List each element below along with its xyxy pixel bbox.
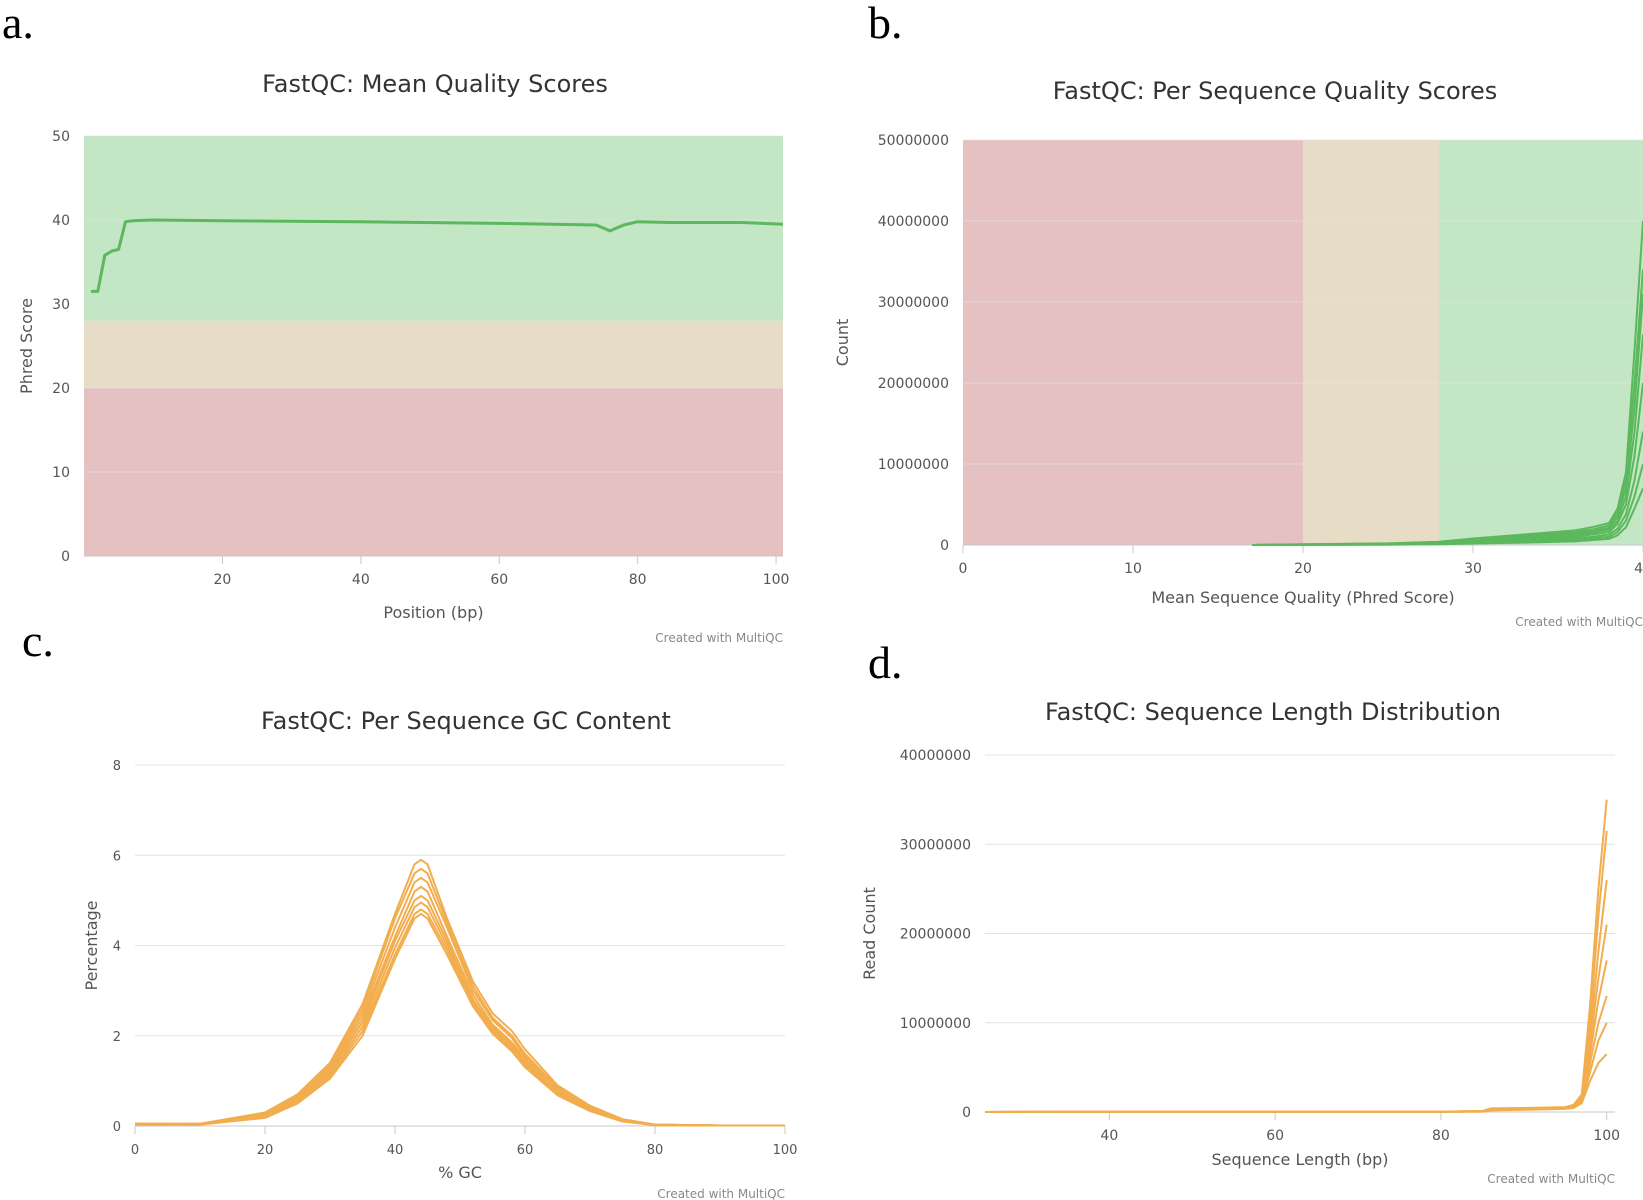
series-line-s1	[135, 858, 785, 1127]
y-tick-label: 30	[52, 297, 70, 313]
x-axis-label: Sequence Length (bp)	[1211, 1150, 1388, 1169]
series-line-s6	[135, 901, 785, 1127]
band-warn	[84, 320, 783, 388]
x-axis-label: % GC	[438, 1163, 482, 1182]
multiqc-credit: Created with MultiQC	[655, 631, 783, 645]
x-tick-label: 10	[1124, 561, 1142, 577]
multiqc-credit: Created with MultiQC	[657, 1187, 785, 1200]
series-line-s5	[135, 894, 785, 1127]
band-pass	[84, 136, 783, 321]
y-tick-label: 40	[52, 213, 70, 229]
series-line-s7	[134, 908, 785, 1127]
y-tick-label: 0	[113, 1120, 121, 1135]
panel-letter: c.	[22, 615, 54, 666]
y-tick-label: 10	[52, 465, 70, 481]
x-tick-label: 80	[629, 572, 647, 588]
chart-panel-b: b. FastQC: Per Sequence Quality Scores 0 10…	[833, 0, 1643, 629]
x-tick-label: 20	[257, 1143, 274, 1158]
series-line-s2	[984, 830, 1608, 1113]
y-tick-label: 6	[113, 849, 121, 864]
multiqc-credit: Created with MultiQC	[1487, 1172, 1615, 1186]
panel-letter: b.	[868, 0, 903, 48]
y-tick-label: 20000000	[900, 927, 971, 943]
y-axis-label: Percentage	[82, 900, 101, 990]
x-tick-label: 60	[490, 572, 508, 588]
chart-panel-a: a. FastQC: Mean Quality Scores 0 10 20 30 40 50…	[2, 0, 789, 645]
y-tick-label: 40000000	[900, 748, 971, 764]
series-line-s3	[135, 876, 785, 1127]
x-tick-label: 100	[1593, 1128, 1620, 1144]
chart-panel-d: d. FastQC: Sequence Length Distribution 0 1…	[860, 637, 1620, 1186]
band-fail	[963, 140, 1303, 545]
band-warn	[1303, 140, 1439, 545]
x-tick-label: 100	[763, 572, 790, 588]
series-line-s6	[984, 995, 1608, 1113]
y-axis-label: Count	[833, 319, 852, 367]
x-tick-label: 80	[1432, 1128, 1450, 1144]
x-tick-label: 20	[214, 572, 232, 588]
series-line-s5	[984, 960, 1608, 1113]
y-tick-label: 40000000	[878, 214, 949, 230]
series-line-s2	[135, 867, 785, 1127]
y-tick-label: 20000000	[878, 376, 949, 392]
chart-title: FastQC: Per Sequence GC Content	[261, 707, 671, 735]
y-tick-label: 0	[962, 1105, 971, 1121]
series-line-s1	[984, 799, 1608, 1113]
y-tick-label: 2	[113, 1030, 121, 1045]
chart-title: FastQC: Mean Quality Scores	[262, 70, 608, 98]
y-tick-label: 30000000	[878, 295, 949, 311]
y-axis-label: Read Count	[860, 887, 879, 980]
y-tick-label: 4	[113, 940, 121, 955]
y-tick-label: 50	[52, 129, 70, 145]
x-tick-label: 30	[1464, 561, 1482, 577]
x-tick-label: 40	[352, 572, 370, 588]
x-tick-label: 40	[387, 1143, 404, 1158]
multiqc-credit: Created with MultiQC	[1515, 615, 1643, 629]
chart-title: FastQC: Per Sequence Quality Scores	[1053, 77, 1498, 105]
y-tick-label: 0	[940, 538, 949, 554]
panel-letter: a.	[2, 0, 34, 48]
x-tick-label: 40	[1634, 561, 1643, 577]
band-pass	[1439, 140, 1643, 545]
x-tick-label: 80	[647, 1143, 664, 1158]
series-line-samples	[90, 218, 784, 293]
x-tick-label: 0	[131, 1143, 139, 1158]
series-line-s8	[984, 1053, 1608, 1113]
series-line-s3	[984, 879, 1608, 1113]
series-line-s8	[1251, 487, 1643, 546]
y-tick-label: 50000000	[878, 133, 949, 149]
y-axis-label: Phred Score	[17, 298, 36, 394]
x-tick-label: 40	[1100, 1128, 1118, 1144]
y-tick-label: 0	[61, 549, 70, 565]
y-tick-label: 30000000	[900, 837, 971, 853]
x-tick-label: 60	[517, 1143, 534, 1158]
y-tick-label: 10000000	[878, 457, 949, 473]
x-tick-label: 100	[773, 1143, 798, 1158]
series-line-s7	[984, 1022, 1608, 1113]
series-line-s4	[984, 924, 1608, 1113]
panel-letter: d.	[868, 637, 903, 688]
x-tick-label: 60	[1266, 1128, 1284, 1144]
series-line-s4	[134, 885, 785, 1127]
y-tick-label: 20	[52, 381, 70, 397]
series-line-s8	[135, 912, 785, 1127]
x-axis-label: Mean Sequence Quality (Phred Score)	[1151, 588, 1454, 607]
x-tick-label: 20	[1294, 561, 1312, 577]
x-axis-label: Position (bp)	[383, 603, 483, 622]
chart-title: FastQC: Sequence Length Distribution	[1045, 698, 1501, 726]
x-tick-label: 0	[959, 561, 968, 577]
y-tick-label: 10000000	[900, 1016, 971, 1032]
y-tick-label: 8	[113, 759, 121, 774]
